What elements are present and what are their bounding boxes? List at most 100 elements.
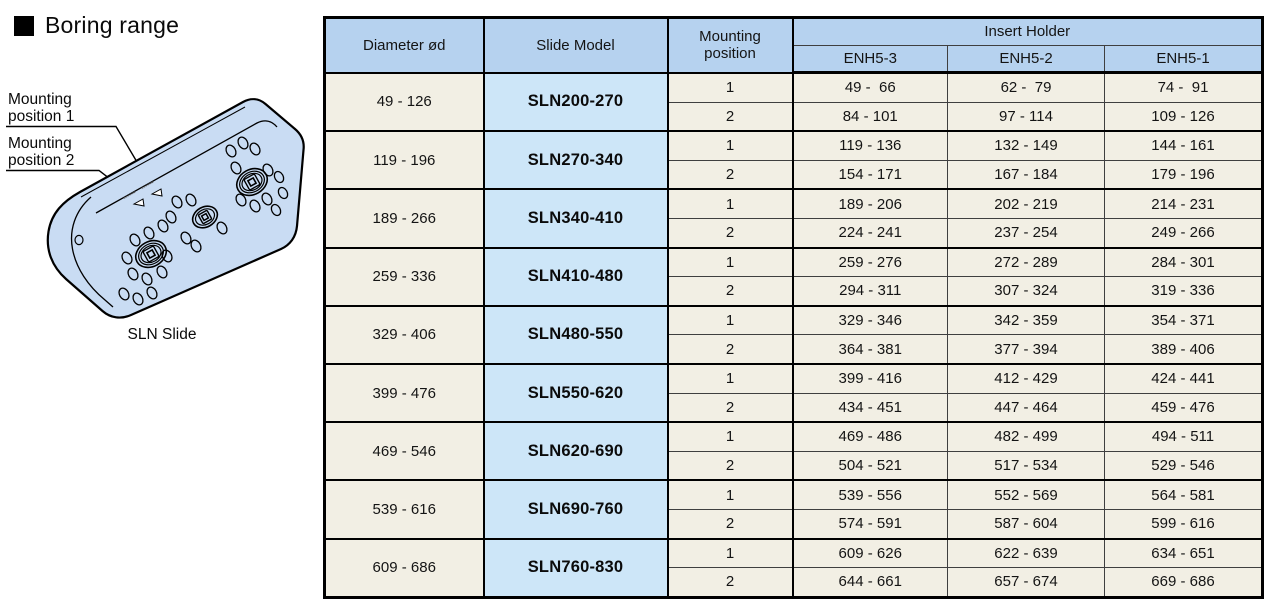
diameter-cell: 399 - 476 bbox=[324, 362, 484, 423]
table-row: 399 - 476 SLN550-620 1 399 - 416 412 - 429 42… bbox=[324, 362, 1263, 423]
insert-holder-value: 214 - 231 bbox=[1104, 188, 1263, 219]
insert-holder-value: 154 - 171 bbox=[791, 159, 948, 190]
insert-holder-value: 644 - 661 bbox=[791, 567, 948, 598]
cap-hole bbox=[74, 234, 84, 246]
mounting-position-cell: 1 bbox=[666, 130, 793, 161]
mounting-position-cell: 2 bbox=[666, 450, 793, 481]
table-row: 609 - 686 SLN760-830 1 609 - 626 622 - 639 63… bbox=[324, 537, 1263, 598]
mounting-position-2-marker bbox=[132, 198, 145, 207]
mounting-position-1-label-line2: position 1 bbox=[8, 108, 74, 125]
table-row: 2 154 - 171 167 - 184 179 - 196 bbox=[325, 159, 1263, 190]
insert-holder-value: 669 - 686 bbox=[1104, 567, 1263, 598]
mounting-position-cell: 1 bbox=[666, 188, 793, 219]
mounting-position-cell: 1 bbox=[666, 537, 793, 569]
insert-holder-value: 109 - 126 bbox=[1104, 101, 1263, 132]
header-slide-model: Slide Model bbox=[482, 17, 668, 73]
table-row: 119 - 196 SLN270-340 1 119 - 136 132 - 149 14… bbox=[324, 130, 1263, 190]
front-face-holes bbox=[118, 136, 289, 306]
insert-holder-value: 62 - 79 bbox=[947, 71, 1105, 103]
sln-slide-body bbox=[46, 98, 305, 319]
header-insert-holder: Insert Holder bbox=[791, 17, 1263, 46]
mounting-position-cell: 2 bbox=[666, 101, 793, 132]
boring-range-panel: Boring range Mounting position 1 Mountin… bbox=[0, 0, 330, 610]
insert-holder-value: 319 - 336 bbox=[1104, 276, 1263, 307]
mounting-position-cell: 2 bbox=[666, 508, 793, 540]
insert-holder-value: 564 - 581 bbox=[1104, 479, 1263, 510]
slide-model-cell: SLN690-760 bbox=[482, 479, 668, 540]
insert-holder-value: 144 - 161 bbox=[1104, 130, 1263, 161]
slide-model-cell: SLN270-340 bbox=[482, 130, 668, 190]
insert-holder-value: 284 - 301 bbox=[1104, 246, 1263, 278]
insert-holder-value: 259 - 276 bbox=[791, 246, 948, 278]
table-row: 2 224 - 241 237 - 254 249 - 266 bbox=[325, 217, 1263, 249]
diameter-cell: 189 - 266 bbox=[324, 188, 484, 249]
insert-holder-value: 342 - 359 bbox=[947, 304, 1105, 336]
insert-holder-value: 132 - 149 bbox=[947, 130, 1105, 161]
diameter-cell: 329 - 406 bbox=[324, 304, 484, 365]
insert-holder-value: 329 - 346 bbox=[791, 304, 948, 336]
diameter-cell: 49 - 126 bbox=[324, 71, 484, 132]
insert-holder-value: 482 - 499 bbox=[947, 421, 1105, 452]
insert-holder-value: 424 - 441 bbox=[1104, 362, 1263, 394]
insert-holder-value: 399 - 416 bbox=[791, 362, 948, 394]
section-title-text: Boring range bbox=[45, 12, 180, 38]
insert-holder-value: 517 - 534 bbox=[947, 450, 1105, 481]
mounting-position-1-label-line1: Mounting bbox=[8, 91, 72, 108]
mounting-position-2-label-line2: position 2 bbox=[8, 152, 74, 169]
diameter-cell: 119 - 196 bbox=[324, 130, 484, 190]
insert-holder-value: 307 - 324 bbox=[947, 276, 1105, 307]
insert-holder-value: 494 - 511 bbox=[1104, 421, 1263, 452]
insert-holder-value: 167 - 184 bbox=[947, 159, 1105, 190]
mounting-position-1-marker bbox=[150, 188, 163, 197]
boring-range-table: Diameter ød Slide Model Mounting positio… bbox=[323, 16, 1264, 599]
table-row: 329 - 406 SLN480-550 1 329 - 346 342 - 359 35… bbox=[324, 304, 1263, 365]
insert-holder-value: 459 - 476 bbox=[1104, 392, 1263, 423]
mounting-position-cell: 1 bbox=[666, 71, 793, 103]
mounting-position-cell: 2 bbox=[666, 159, 793, 190]
table-row: 2 644 - 661 657 - 674 669 - 686 bbox=[325, 567, 1263, 598]
header-enh5-1: ENH5-1 bbox=[1104, 45, 1263, 74]
mounting-position-cell: 1 bbox=[666, 362, 793, 394]
insert-holder-value: 389 - 406 bbox=[1104, 334, 1263, 365]
insert-holder-value: 202 - 219 bbox=[947, 188, 1105, 219]
mounting-position-cell: 1 bbox=[666, 479, 793, 510]
table-row: 2 364 - 381 377 - 394 389 - 406 bbox=[325, 334, 1263, 365]
table-row: 2 434 - 451 447 - 464 459 - 476 bbox=[325, 392, 1263, 423]
insert-holder-value: 237 - 254 bbox=[947, 217, 1105, 249]
slide-model-cell: SLN200-270 bbox=[482, 71, 668, 132]
mounting-position-cell: 2 bbox=[666, 567, 793, 598]
insert-holder-value: 447 - 464 bbox=[947, 392, 1105, 423]
insert-holder-value: 224 - 241 bbox=[791, 217, 948, 249]
header-diameter: Diameter ød bbox=[324, 17, 484, 73]
insert-holder-value: 574 - 591 bbox=[791, 508, 948, 540]
insert-holder-value: 587 - 604 bbox=[947, 508, 1105, 540]
insert-holder-value: 364 - 381 bbox=[791, 334, 948, 365]
table-row: 189 - 266 SLN340-410 1 189 - 206 202 - 219 21… bbox=[324, 188, 1263, 249]
insert-holder-value: 609 - 626 bbox=[791, 537, 948, 569]
table-row: 259 - 336 SLN410-480 1 259 - 276 272 - 289 28… bbox=[324, 246, 1263, 307]
diagram-caption: SLN Slide bbox=[128, 326, 197, 343]
slide-model-cell: SLN550-620 bbox=[482, 362, 668, 423]
center-boss bbox=[191, 205, 219, 229]
insert-holder-value: 272 - 289 bbox=[947, 246, 1105, 278]
mounting-position-cell: 2 bbox=[666, 217, 793, 249]
section-bullet-icon bbox=[14, 15, 34, 36]
mounting-position-cell: 2 bbox=[666, 276, 793, 307]
mounting-position-cell: 2 bbox=[666, 334, 793, 365]
table-row: 49 - 126 SLN200-270 1 49 - 66 62 - 79 74 - 91 bbox=[324, 71, 1263, 132]
insert-holder-value: 249 - 266 bbox=[1104, 217, 1263, 249]
insert-holder-value: 469 - 486 bbox=[791, 421, 948, 452]
section-title: Boring range bbox=[14, 12, 179, 39]
diameter-cell: 259 - 336 bbox=[324, 246, 484, 307]
mounting-position-cell: 2 bbox=[666, 392, 793, 423]
insert-pocket-right bbox=[235, 167, 269, 197]
diameter-cell: 469 - 546 bbox=[324, 421, 484, 481]
insert-holder-value: 49 - 66 bbox=[791, 71, 948, 103]
table-row: 2 84 - 101 97 - 114 109 - 126 bbox=[325, 101, 1263, 132]
insert-holder-value: 599 - 616 bbox=[1104, 508, 1263, 540]
insert-holder-value: 294 - 311 bbox=[791, 276, 948, 307]
sln-slide-diagram: Mounting position 1 Mounting position 2 bbox=[6, 91, 305, 343]
insert-holder-value: 84 - 101 bbox=[791, 101, 948, 132]
mounting-marker-triangles bbox=[123, 181, 163, 207]
insert-holder-value: 97 - 114 bbox=[947, 101, 1105, 132]
